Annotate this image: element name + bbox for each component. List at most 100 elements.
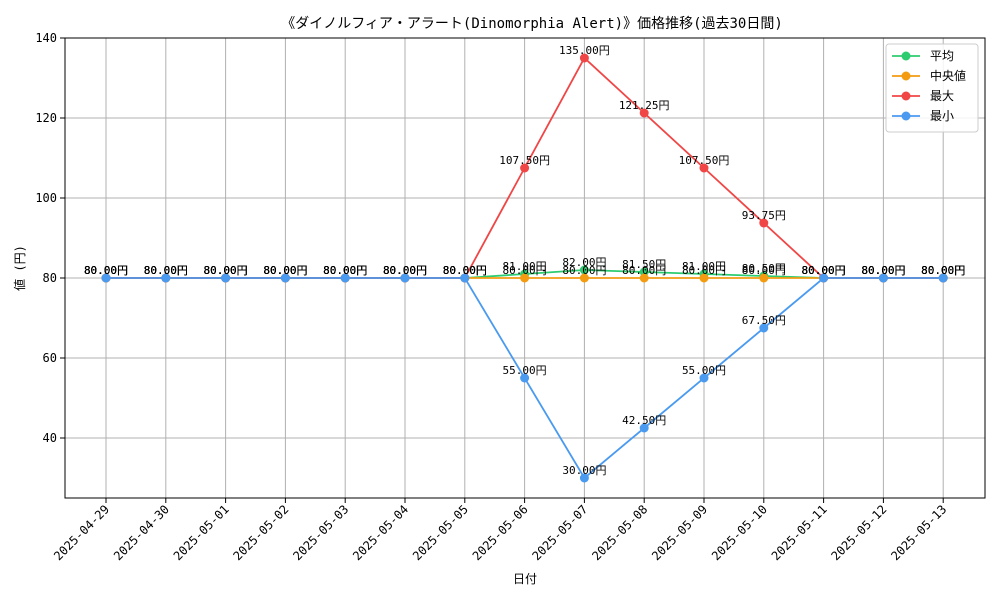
y-axis-label: 値 (円): [12, 245, 27, 291]
data-label: 80.00円: [443, 264, 487, 277]
y-tick-label: 60: [43, 351, 57, 365]
data-point: [639, 423, 649, 433]
data-label: 42.50円: [622, 414, 666, 427]
legend-swatch-marker: [901, 51, 911, 61]
legend-item-label: 最大: [930, 89, 954, 103]
data-label: 80.00円: [263, 264, 307, 277]
data-label: 81.00円: [503, 260, 547, 273]
x-tick-label: 2025-05-03: [290, 502, 351, 563]
data-label: 135.00円: [559, 44, 610, 57]
data-label: 80.00円: [84, 264, 128, 277]
data-point: [520, 373, 530, 383]
data-label: 80.00円: [802, 264, 846, 277]
series-layer: [101, 53, 948, 483]
data-label: 80.00円: [383, 264, 427, 277]
data-label: 80.00円: [861, 264, 905, 277]
data-label: 80.00円: [622, 264, 666, 277]
data-label: 80.00円: [383, 264, 427, 277]
x-axis-label: 日付: [513, 572, 537, 586]
data-label: 80.00円: [263, 264, 307, 277]
data-label: 107.50円: [499, 154, 550, 167]
chart-title: 《ダイノルフィア・アラート(Dinomorphia Alert)》価格推移(過去…: [281, 16, 783, 32]
data-label: 80.00円: [861, 264, 905, 277]
data-label: 80.00円: [802, 264, 846, 277]
data-label: 80.00円: [802, 264, 846, 277]
data-label: 80.00円: [503, 264, 547, 277]
data-point: [759, 273, 769, 283]
data-label: 80.00円: [84, 264, 128, 277]
x-tick-label: 2025-05-02: [231, 502, 292, 563]
data-label: 67.50円: [742, 314, 786, 327]
data-label: 80.00円: [144, 264, 188, 277]
data-point: [221, 273, 231, 283]
data-label: 80.00円: [921, 264, 965, 277]
data-label: 80.00円: [84, 264, 128, 277]
data-label: 55.00円: [503, 364, 547, 377]
x-tick-label: 2025-04-29: [51, 502, 112, 563]
data-label: 80.00円: [443, 264, 487, 277]
data-label: 80.00円: [861, 264, 905, 277]
data-label: 80.00円: [204, 264, 248, 277]
data-point: [579, 53, 589, 63]
data-label: 80.00円: [921, 264, 965, 277]
data-point: [101, 273, 111, 283]
data-label: 80.00円: [383, 264, 427, 277]
data-label: 80.00円: [204, 264, 248, 277]
data-point: [400, 273, 410, 283]
x-tick-label: 2025-05-10: [709, 502, 770, 563]
data-label: 81.00円: [682, 260, 726, 273]
legend-swatch-marker: [901, 71, 911, 81]
data-label: 80.00円: [144, 264, 188, 277]
x-tick-label: 2025-05-01: [171, 502, 232, 563]
x-tick-label: 2025-05-11: [769, 502, 830, 563]
x-tick-label: 2025-04-30: [111, 502, 172, 563]
data-label: 80.00円: [323, 264, 367, 277]
y-tick-label: 120: [35, 111, 57, 125]
x-tick-label: 2025-05-06: [470, 502, 531, 563]
data-label: 80.00円: [144, 264, 188, 277]
x-tick-label: 2025-05-12: [829, 502, 890, 563]
data-label: 80.00円: [921, 264, 965, 277]
data-point: [579, 265, 589, 275]
data-point: [699, 163, 709, 173]
x-tick-label: 2025-05-13: [888, 502, 949, 563]
x-tick-label: 2025-05-05: [410, 502, 471, 563]
legend-item-label: 平均: [930, 49, 954, 63]
legend-item-label: 中央値: [930, 68, 966, 83]
data-point: [579, 473, 589, 483]
y-tick-label: 140: [35, 31, 57, 45]
data-point: [639, 273, 649, 283]
y-tick-label: 40: [43, 431, 57, 445]
data-point: [759, 323, 769, 333]
data-label: 80.00円: [443, 264, 487, 277]
data-point: [460, 273, 470, 283]
data-label: 82.00円: [562, 256, 606, 269]
data-label: 80.00円: [323, 264, 367, 277]
data-point: [579, 273, 589, 283]
legend-swatch-marker: [901, 111, 911, 121]
data-label: 80.00円: [204, 264, 248, 277]
data-point: [938, 273, 948, 283]
y-tick-label: 100: [35, 191, 57, 205]
data-point: [161, 273, 171, 283]
data-point: [819, 273, 829, 283]
data-label: 93.75円: [742, 209, 786, 222]
data-label: 80.00円: [802, 264, 846, 277]
data-point: [878, 273, 888, 283]
data-label: 81.50円: [622, 258, 666, 271]
data-point: [340, 273, 350, 283]
legend-swatch-marker: [901, 91, 911, 101]
legend-box: [885, 43, 979, 133]
data-point: [699, 373, 709, 383]
x-tick-label: 2025-05-09: [649, 502, 710, 563]
data-label: 80.00円: [383, 264, 427, 277]
data-label: 55.00円: [682, 364, 726, 377]
x-tick-label: 2025-05-04: [350, 502, 411, 563]
data-label: 121.25円: [619, 99, 670, 112]
y-axis-ticks: 40 60 80 100 120 140: [35, 31, 65, 445]
data-labels: 80.00円 80.00円 80.00円 80.00円 80.00円 80.00円 80.0…: [84, 44, 965, 477]
data-label: 80.00円: [323, 264, 367, 277]
data-label: 80.00円: [562, 264, 606, 277]
data-point: [759, 218, 769, 228]
